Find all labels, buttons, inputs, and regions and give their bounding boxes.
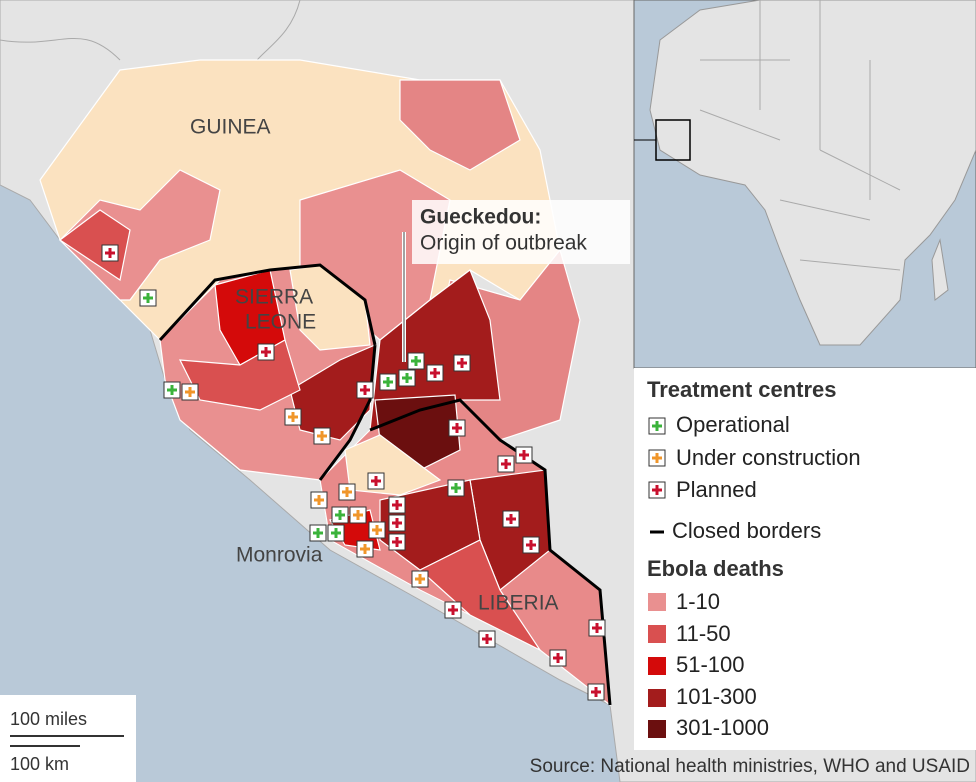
legend-title: Treatment centres <box>647 377 837 402</box>
legend-item: 11-50 <box>676 621 731 646</box>
legend-item: Operational <box>676 412 790 437</box>
legend-item: Under construction <box>676 445 861 470</box>
inset-map <box>633 0 976 369</box>
legend-item: Closed borders <box>672 518 821 543</box>
country-label: SIERRA <box>235 286 313 309</box>
legend-item: 101-300 <box>676 684 757 709</box>
legend-item: Planned <box>676 477 757 502</box>
country-label: GUINEA <box>190 116 271 139</box>
legend-item: 1-10 <box>676 589 720 614</box>
callout-title: Gueckedou: <box>420 206 541 229</box>
city-label: Monrovia <box>236 544 323 567</box>
legend: Treatment centres Operational Under cons… <box>634 368 976 750</box>
scale-bar: 100 miles 100 km <box>0 695 136 782</box>
country-label: LEONE <box>245 311 316 334</box>
callout-text: Origin of outbreak <box>420 232 587 255</box>
district <box>59 169 221 301</box>
country-label: LIBERIA <box>478 592 559 615</box>
source: Source: National health ministries, WHO … <box>530 756 970 777</box>
district <box>289 344 376 441</box>
scale-label: 100 km <box>10 754 69 774</box>
district <box>399 79 521 171</box>
callout-box <box>412 200 630 264</box>
legend-item: 51-100 <box>676 652 745 677</box>
district <box>418 539 542 652</box>
scale-label: 100 miles <box>10 709 87 729</box>
legend-item: 301-1000 <box>676 715 769 740</box>
district <box>58 209 131 281</box>
legend-title: Ebola deaths <box>647 556 784 581</box>
